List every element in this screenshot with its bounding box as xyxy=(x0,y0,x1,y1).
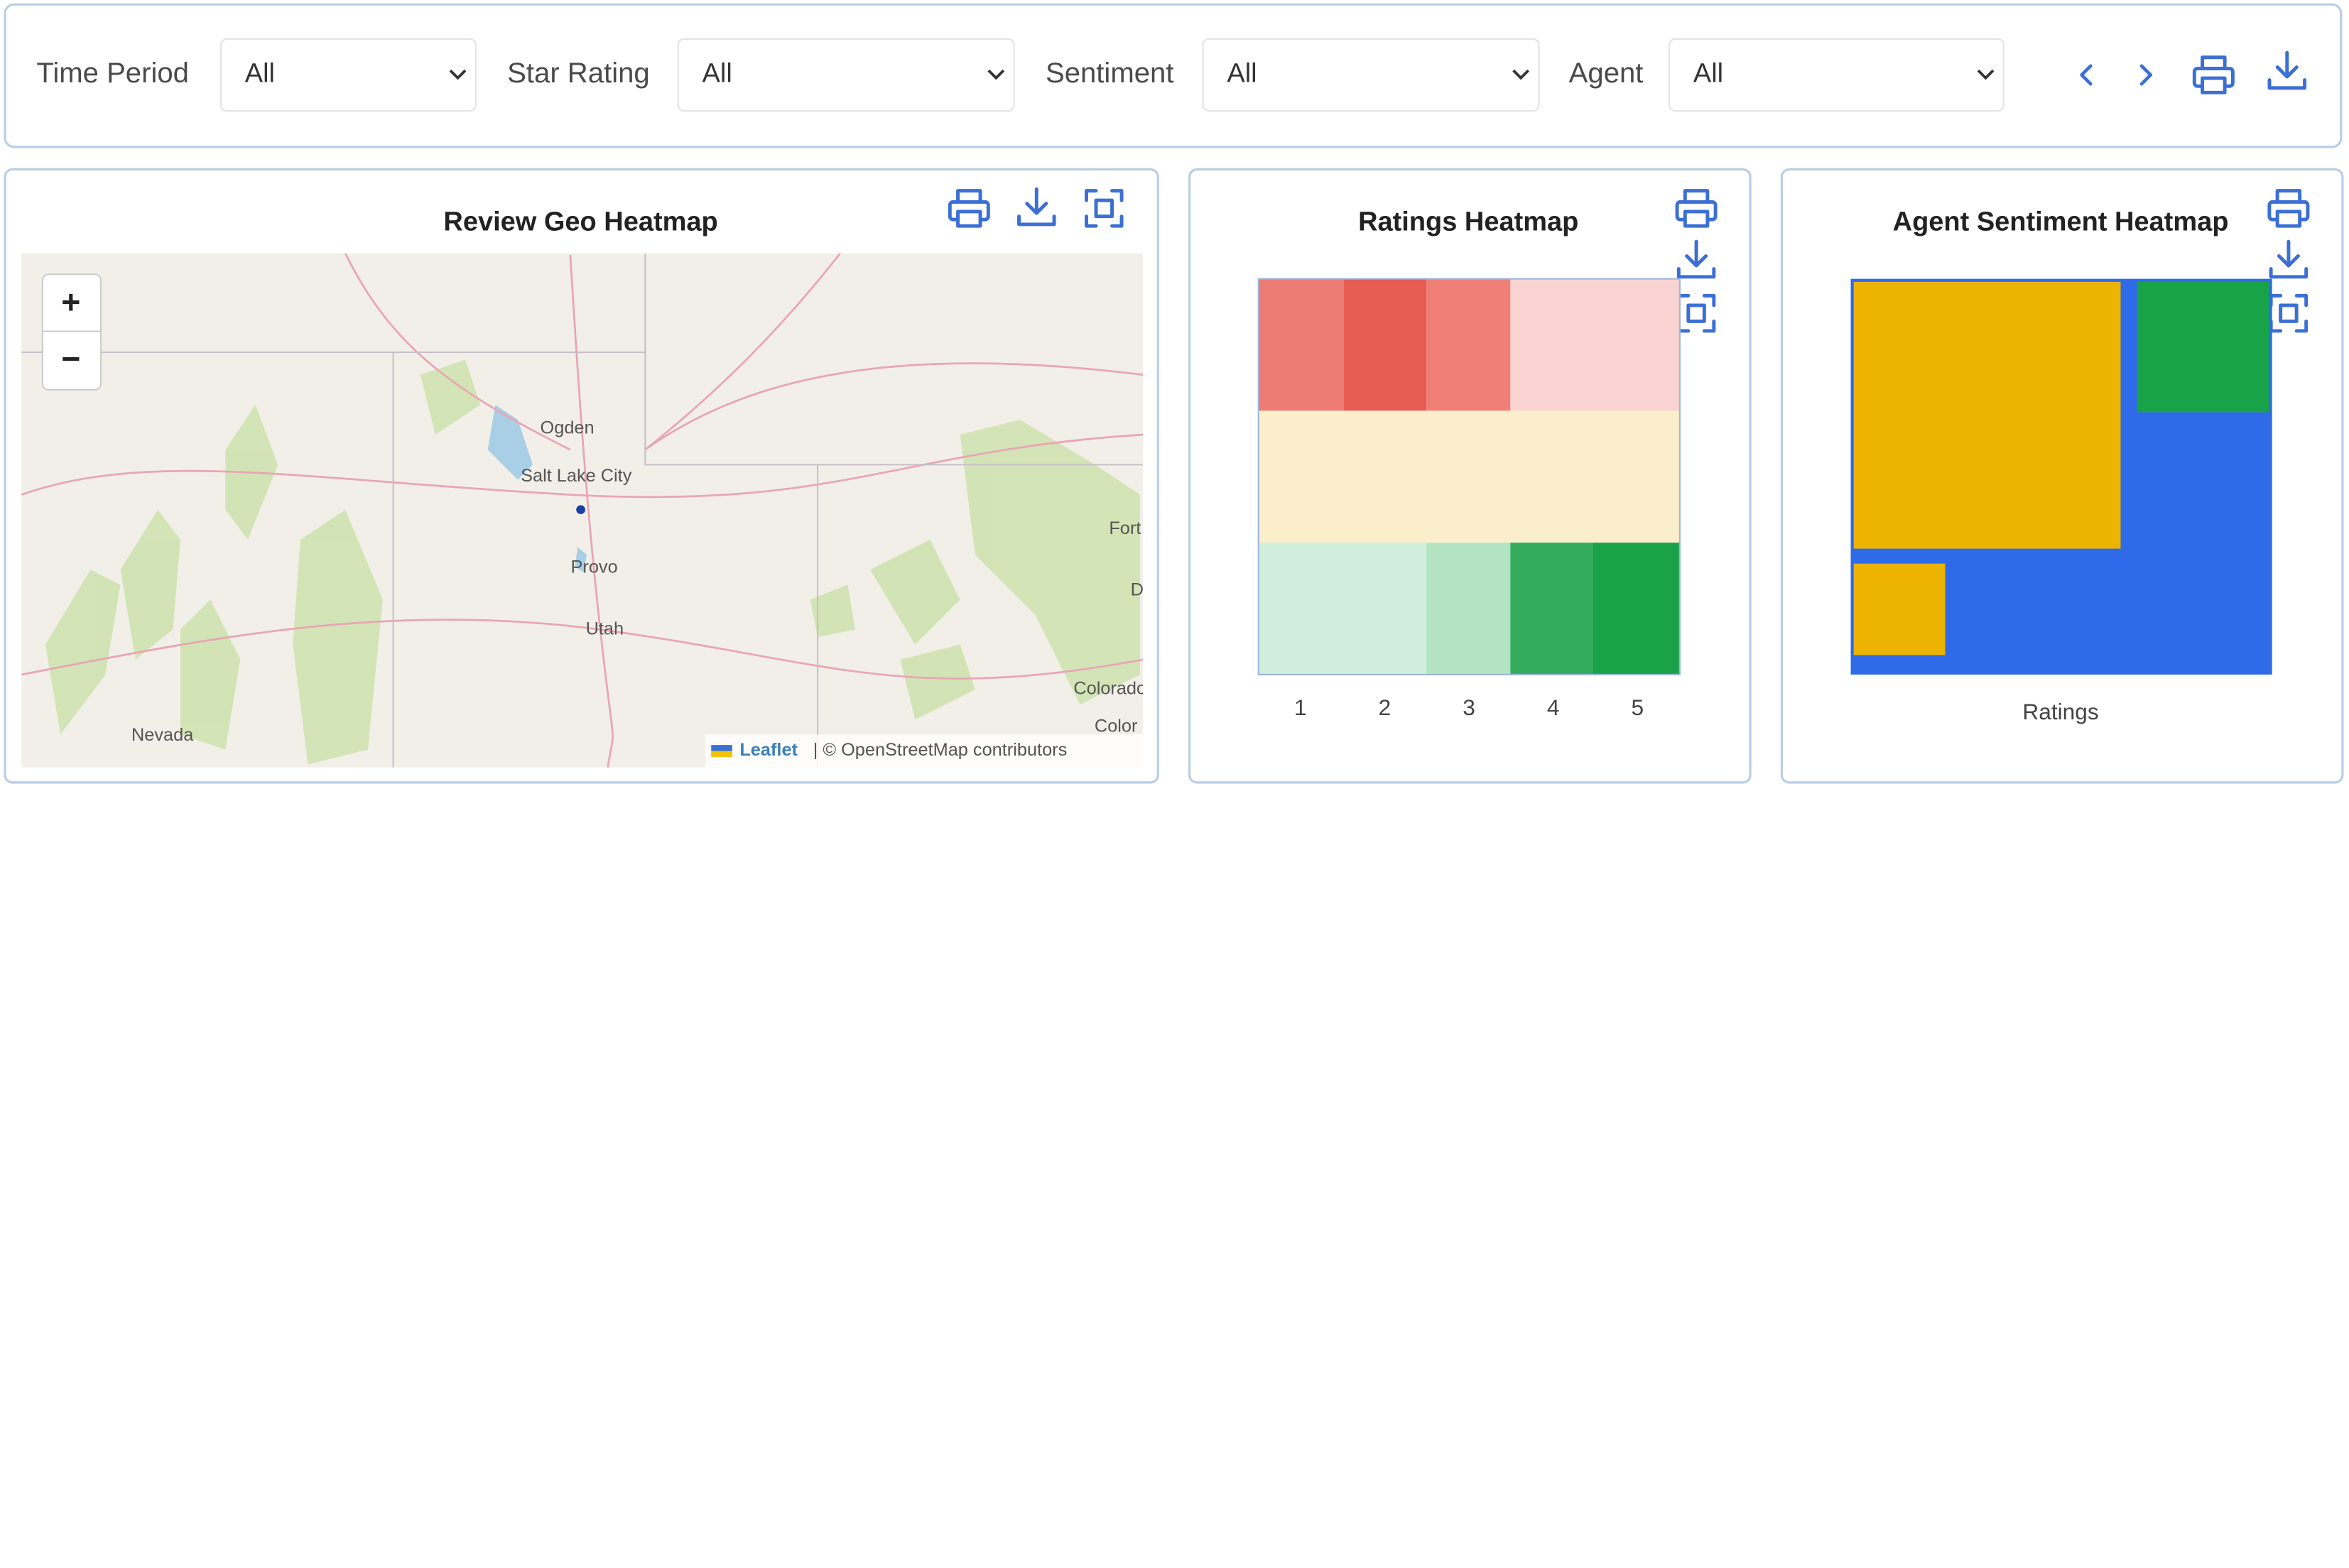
select-value: All xyxy=(245,59,275,89)
select-value: All xyxy=(702,59,732,89)
filter-label: Star Rating xyxy=(507,58,650,89)
agent-title: Agent Sentiment Heatmap xyxy=(1893,207,2229,237)
chevron xyxy=(1977,69,1995,80)
place-label: Nevada xyxy=(131,725,194,745)
place-label: D xyxy=(1131,579,1144,599)
x-tick-label: 3 xyxy=(1463,695,1475,720)
map[interactable]: Ogden Salt Lake City Provo Utah Nevada Colora… xyxy=(21,253,1146,768)
nav-prev[interactable] xyxy=(2080,64,2093,86)
place-label: Provo xyxy=(570,557,617,577)
filter-label: Time Period xyxy=(36,58,189,89)
select-box xyxy=(219,38,477,112)
place-label: Ogden xyxy=(541,418,595,437)
x-tick-label: 1 xyxy=(1294,695,1307,720)
select-box xyxy=(677,38,1015,112)
agent-heatmap xyxy=(1850,278,2272,675)
filter-label: Sentiment xyxy=(1046,58,1174,89)
place-label: Utah xyxy=(586,619,624,638)
ratings-heatmap xyxy=(1257,278,1681,675)
place-label: Fort xyxy=(1109,518,1141,538)
attribution-link[interactable]: Leaflet xyxy=(739,740,798,760)
zoom-in[interactable]: + xyxy=(61,283,80,320)
select-box xyxy=(1202,38,1540,112)
filter-select[interactable]: All xyxy=(677,38,1015,112)
filter-select[interactable]: All xyxy=(1202,38,1540,112)
chevron xyxy=(1512,69,1530,80)
x-tick-label: 5 xyxy=(1632,695,1644,720)
zoom-out[interactable]: − xyxy=(61,340,80,377)
filter-select[interactable]: All xyxy=(219,38,477,112)
ratings-title: Ratings Heatmap xyxy=(1358,207,1578,237)
nav-next[interactable] xyxy=(2139,64,2153,86)
place-label: Color xyxy=(1095,716,1138,736)
chevron xyxy=(987,69,1005,80)
chevron xyxy=(449,69,467,80)
attribution-text: | © OpenStreetMap contributors xyxy=(813,740,1068,760)
select-value: All xyxy=(1227,59,1257,89)
x-tick-label: 2 xyxy=(1379,695,1392,720)
place-label: Colorado xyxy=(1073,679,1146,699)
x-tick-label: 4 xyxy=(1547,695,1560,720)
filter-label: Agent xyxy=(1569,58,1644,89)
map-title: Review Geo Heatmap xyxy=(443,207,717,237)
filter-select[interactable]: All xyxy=(1669,38,2004,112)
select-value: All xyxy=(1693,59,1723,89)
place-label: Salt Lake City xyxy=(521,466,632,486)
select-box xyxy=(1669,38,2004,112)
x-axis-label: Ratings xyxy=(2022,699,2098,724)
